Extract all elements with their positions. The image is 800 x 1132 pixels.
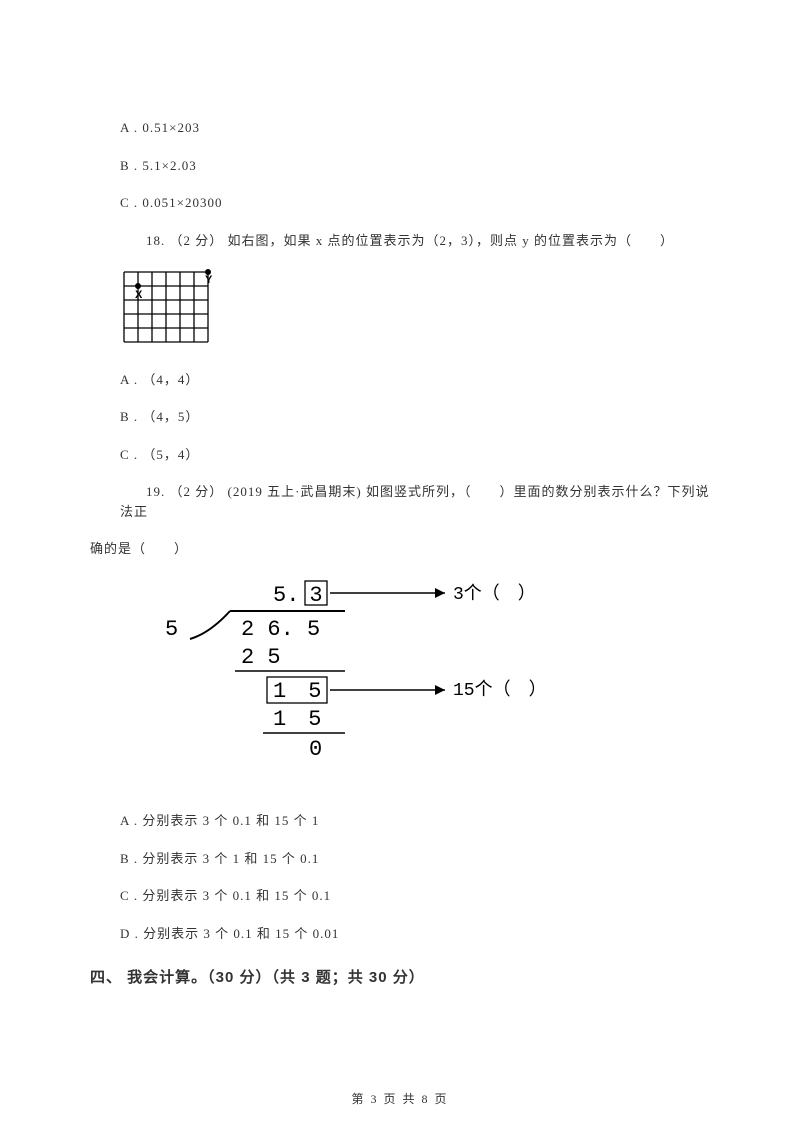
q18-stem: 18. （2 分） 如右图，如果 x 点的位置表示为（2，3），则点 y 的位置… xyxy=(120,231,710,251)
q17-option-a: A . 0.51×203 xyxy=(120,118,710,138)
svg-text:2 6. 5: 2 6. 5 xyxy=(241,617,320,642)
q18-option-c: C . （5，4） xyxy=(120,445,710,465)
svg-text:X: X xyxy=(135,289,143,301)
q19-option-c: C . 分别表示 3 个 0.1 和 15 个 0.1 xyxy=(120,886,710,906)
section4-heading: 四、 我会计算。（30 分）（共 3 题；共 30 分） xyxy=(90,967,710,990)
page-footer: 第 3 页 共 8 页 xyxy=(0,1090,800,1108)
svg-text:5.: 5. xyxy=(273,583,299,608)
q19-stem-line2: 确的是（ ） xyxy=(90,539,710,559)
svg-text:3个（ ）: 3个（ ） xyxy=(453,583,536,605)
q19-option-d: D . 分别表示 3 个 0.1 和 15 个 0.01 xyxy=(120,924,710,944)
svg-text:0: 0 xyxy=(309,737,322,762)
svg-text:Y: Y xyxy=(205,274,213,286)
q18-option-b: B . （4，5） xyxy=(120,407,710,427)
q19-option-b: B . 分别表示 3 个 1 和 15 个 0.1 xyxy=(120,849,710,869)
svg-text:2 5: 2 5 xyxy=(241,645,281,670)
q19-stem-line1: 19. （2 分） (2019 五上·武昌期末) 如图竖式所列，（ ）里面的数分… xyxy=(120,482,710,521)
division-svg: 5. 3 5 2 6. 5 2 5 1 5 1 5 0 3个（ ） 15个（ ） xyxy=(155,573,575,788)
svg-text:1 5: 1 5 xyxy=(273,679,321,704)
q18-option-a: A . （4，4） xyxy=(120,370,710,390)
svg-text:1 5: 1 5 xyxy=(273,707,321,732)
svg-text:5: 5 xyxy=(165,617,178,642)
q18-grid-figure: XY xyxy=(120,268,710,352)
q17-option-c: C . 0.051×20300 xyxy=(120,193,710,213)
q17-option-b: B . 5.1×2.03 xyxy=(120,156,710,176)
svg-text:15个（ ）: 15个（ ） xyxy=(453,679,547,701)
q19-division-figure: 5. 3 5 2 6. 5 2 5 1 5 1 5 0 3个（ ） 15个（ ） xyxy=(155,573,710,794)
svg-text:3: 3 xyxy=(309,583,322,608)
grid-svg: XY xyxy=(120,268,222,346)
q19-option-a: A . 分别表示 3 个 0.1 和 15 个 1 xyxy=(120,811,710,831)
